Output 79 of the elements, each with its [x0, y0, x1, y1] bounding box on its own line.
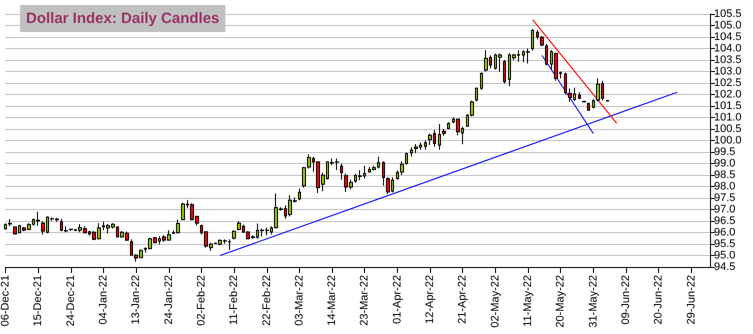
x-tick-label: 29-Jun-22: [685, 275, 698, 325]
candlestick: [8, 218, 12, 227]
x-tick-label: 20-Jun-22: [652, 275, 665, 325]
y-tick-label: 102.0: [714, 88, 742, 100]
candlestick: [545, 43, 548, 66]
candlestick: [181, 202, 185, 221]
y-tick-label: 105.5: [714, 8, 742, 20]
x-tick-label: 22-Feb-22: [260, 275, 273, 326]
x-tick-label: 04-Jan-22: [97, 275, 110, 325]
x-tick-label: 01-Apr-22: [391, 275, 404, 324]
y-tick-label: 98.0: [714, 180, 736, 192]
candlestick: [503, 60, 506, 84]
candlestick: [298, 188, 301, 201]
x-tick-label: 11-Feb-22: [228, 275, 240, 325]
y-tick-label: 94.5: [714, 261, 736, 273]
candlestick: [578, 92, 581, 100]
x-tick-label: 06-Dec-21: [0, 275, 12, 326]
x-tick-label: 02-May-22: [489, 275, 502, 328]
candlestick: [41, 220, 45, 236]
candlestick: [428, 133, 432, 146]
candlestick: [442, 128, 446, 136]
candlestick: [358, 170, 362, 181]
candlestick: [176, 219, 180, 234]
candlestick: [438, 124, 441, 150]
y-tick-label: 104.5: [714, 31, 742, 43]
candlestick: [480, 72, 483, 90]
y-tick-label: 97.0: [714, 204, 736, 216]
candlestick: [564, 72, 567, 95]
x-tick-label: 11-May-22: [522, 275, 534, 327]
x-tick-label: 21-Apr-22: [456, 275, 469, 324]
candlestick: [382, 160, 385, 186]
candlestick: [232, 230, 236, 240]
y-tick-label: 96.5: [714, 215, 736, 227]
y-tick-label: 97.5: [714, 192, 736, 204]
candlestick: [526, 48, 530, 64]
candlestick: [568, 88, 572, 102]
x-tick-label: 20-May-22: [554, 275, 567, 328]
y-tick-label: 101.5: [714, 100, 742, 112]
x-tick-label: 09-Jun-22: [620, 275, 632, 325]
y-tick-label: 102.5: [714, 77, 742, 89]
y-tick-label: 103.5: [714, 54, 742, 66]
x-tick-label: 02-Feb-22: [195, 275, 208, 326]
x-tick-label: 24-Dec-21: [64, 275, 77, 326]
chart-title: Dollar Index: Daily Candles: [26, 10, 220, 27]
candlestick: [475, 87, 478, 102]
candlestick: [484, 50, 488, 72]
y-tick-label: 105.0: [714, 20, 742, 32]
candlestick: [340, 163, 343, 180]
x-tick-label: 24-Jan-22: [162, 275, 175, 325]
y-tick-label: 103.0: [714, 66, 742, 78]
y-tick-label: 95.5: [714, 238, 736, 250]
y-tick-label: 96.0: [714, 226, 736, 238]
candlestick: [447, 122, 450, 130]
y-tick-label: 98.5: [714, 169, 736, 181]
candlestick: [587, 102, 590, 112]
y-tick-label: 95.0: [714, 250, 736, 262]
x-tick-label: 12-Apr-22: [424, 275, 436, 324]
x-tick-label: 23-Mar-22: [358, 275, 371, 326]
x-tick-label: 13-Jan-22: [130, 275, 142, 325]
candlestick: [414, 143, 418, 154]
x-tick-label: 15-Dec-21: [32, 275, 44, 326]
y-tick-label: 99.0: [714, 158, 736, 170]
candlestick: [36, 211, 40, 226]
candlestick: [498, 53, 502, 72]
y-tick-label: 100.5: [714, 123, 742, 135]
y-tick-label: 99.5: [714, 146, 736, 158]
candlestick: [237, 220, 241, 231]
candlestick: [424, 140, 427, 150]
x-tick-label: 14-Mar-22: [326, 275, 338, 326]
candlestick: [531, 28, 534, 52]
candlestick: [554, 52, 558, 82]
candlestick: [386, 176, 390, 194]
x-tick-label: 31-May-22: [587, 275, 600, 328]
y-tick-label: 100.0: [714, 134, 742, 146]
y-tick-label: 104.0: [714, 42, 742, 54]
candlestick: [410, 146, 413, 158]
candlestick: [13, 226, 17, 236]
x-tick-label: 03-Mar-22: [293, 275, 306, 326]
y-tick-label: 101.0: [714, 112, 742, 124]
